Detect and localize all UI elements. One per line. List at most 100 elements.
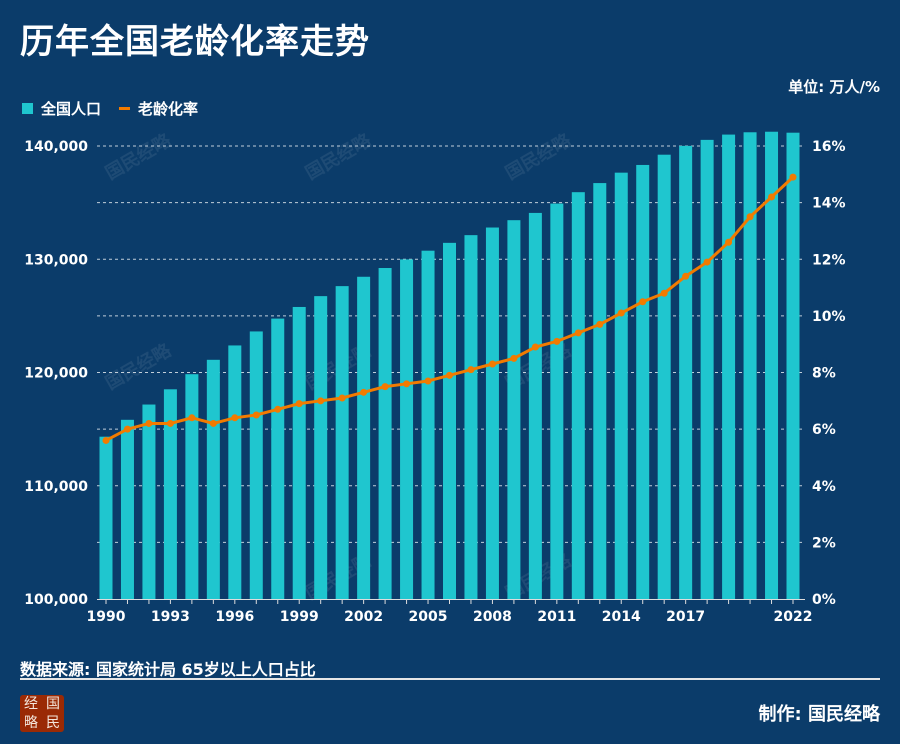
watermark: 国民经略 xyxy=(302,129,376,185)
x-tick-label: 2008 xyxy=(473,609,512,625)
aging-rate-point xyxy=(252,411,260,419)
y-right-tick-label: 14% xyxy=(812,196,846,212)
aging-rate-point xyxy=(188,414,196,422)
bar xyxy=(550,203,564,599)
bar xyxy=(700,139,714,599)
legend-label-aging: 老龄化率 xyxy=(138,100,199,118)
bar xyxy=(507,220,521,599)
bar xyxy=(722,134,736,599)
y-right-tick-label: 10% xyxy=(812,309,846,325)
x-tick-label: 2022 xyxy=(774,609,813,625)
chart: 国民经略国民经略国民经略国民经略国民经略国民经略国民经略国民经略100,0001… xyxy=(24,129,846,625)
aging-rate-point xyxy=(574,329,582,337)
aging-rate-point xyxy=(446,371,453,379)
bar xyxy=(314,296,328,599)
bar xyxy=(99,436,113,599)
aging-rate-point xyxy=(274,405,282,413)
bar xyxy=(636,164,650,599)
data-source: 数据来源: 国家统计局 65岁以上人口占比 xyxy=(20,660,316,679)
bar xyxy=(528,212,542,599)
bar xyxy=(249,331,263,599)
watermark: 国民经略 xyxy=(102,129,176,185)
aging-rate-point xyxy=(403,380,411,388)
bar xyxy=(421,250,435,599)
aging-rate-point xyxy=(553,337,561,345)
watermark: 国民经略 xyxy=(502,129,576,185)
aging-rate-point xyxy=(360,388,368,396)
bar xyxy=(571,192,585,599)
legend-label-population: 全国人口 xyxy=(41,100,102,118)
bar xyxy=(185,374,199,599)
y-right-tick-label: 8% xyxy=(812,366,836,382)
aging-rate-point xyxy=(746,213,754,221)
x-tick-label: 2002 xyxy=(344,609,383,625)
aging-rate-point xyxy=(317,397,325,405)
aging-rate-point xyxy=(338,394,346,402)
x-tick-label: 1996 xyxy=(215,609,254,625)
logo-char: 略 xyxy=(24,714,38,731)
aging-rate-point xyxy=(488,360,496,368)
bar xyxy=(485,227,499,600)
legend: 全国人口 老龄化率 xyxy=(22,98,198,119)
bar xyxy=(400,259,414,599)
aging-rate-point xyxy=(703,258,711,266)
divider xyxy=(20,678,880,680)
aging-rate-point xyxy=(145,419,153,427)
logo-char: 经 xyxy=(24,696,38,712)
y-right-tick-label: 0% xyxy=(812,592,836,608)
y-left-tick-label: 110,000 xyxy=(24,479,88,495)
x-tick-label: 1993 xyxy=(151,609,190,625)
aging-rate-point xyxy=(102,436,110,444)
y-right-tick-label: 6% xyxy=(812,422,836,438)
aging-rate-point xyxy=(231,414,239,422)
y-right-tick-label: 16% xyxy=(812,139,846,155)
bar xyxy=(614,172,628,599)
x-tick-label: 2005 xyxy=(409,609,448,625)
logo-char: 国 xyxy=(46,696,60,712)
bar xyxy=(679,145,693,599)
y-right-tick-label: 4% xyxy=(812,479,836,495)
x-tick-label: 2017 xyxy=(666,609,705,625)
logo-char: 民 xyxy=(46,714,60,731)
bar xyxy=(357,276,371,599)
aging-rate-point xyxy=(660,289,668,297)
logo: 经 国 略 民 xyxy=(20,695,64,732)
bar xyxy=(228,345,242,599)
aging-rate-point xyxy=(725,238,733,246)
bar xyxy=(206,359,220,599)
chart-title: 历年全国老龄化率走势 xyxy=(20,22,370,62)
legend-swatch-population xyxy=(22,103,33,114)
y-left-tick-label: 120,000 xyxy=(24,366,88,382)
y-left-tick-label: 100,000 xyxy=(24,592,88,608)
aging-rate-point xyxy=(467,366,475,374)
watermark: 国民经略 xyxy=(102,339,176,395)
aging-rate-point xyxy=(295,400,303,408)
x-tick-label: 1990 xyxy=(87,609,126,625)
bar xyxy=(142,404,156,599)
bar xyxy=(271,318,285,599)
y-left-tick-label: 140,000 xyxy=(24,139,88,155)
bar xyxy=(163,389,177,599)
bar xyxy=(335,286,349,599)
aging-rate-point xyxy=(209,419,217,427)
bar xyxy=(292,306,306,599)
bar xyxy=(593,183,607,599)
y-right-tick-label: 12% xyxy=(812,252,846,268)
aging-rate-point xyxy=(639,298,647,306)
bar xyxy=(765,131,779,599)
aging-rate-point xyxy=(531,343,539,351)
aging-rate-point xyxy=(424,377,432,385)
aging-rate-point xyxy=(166,419,174,427)
x-tick-label: 2014 xyxy=(602,609,641,625)
bar xyxy=(120,419,134,599)
legend-swatch-aging xyxy=(119,107,131,110)
bar xyxy=(378,268,392,599)
aging-rate-point xyxy=(123,425,131,433)
bar xyxy=(464,235,478,599)
aging-rate-point xyxy=(617,309,625,317)
aging-rate-point xyxy=(381,383,389,391)
bar xyxy=(443,242,456,600)
y-left-tick-label: 130,000 xyxy=(24,252,88,268)
x-tick-label: 1999 xyxy=(280,609,319,625)
aging-rate-point xyxy=(789,173,797,181)
